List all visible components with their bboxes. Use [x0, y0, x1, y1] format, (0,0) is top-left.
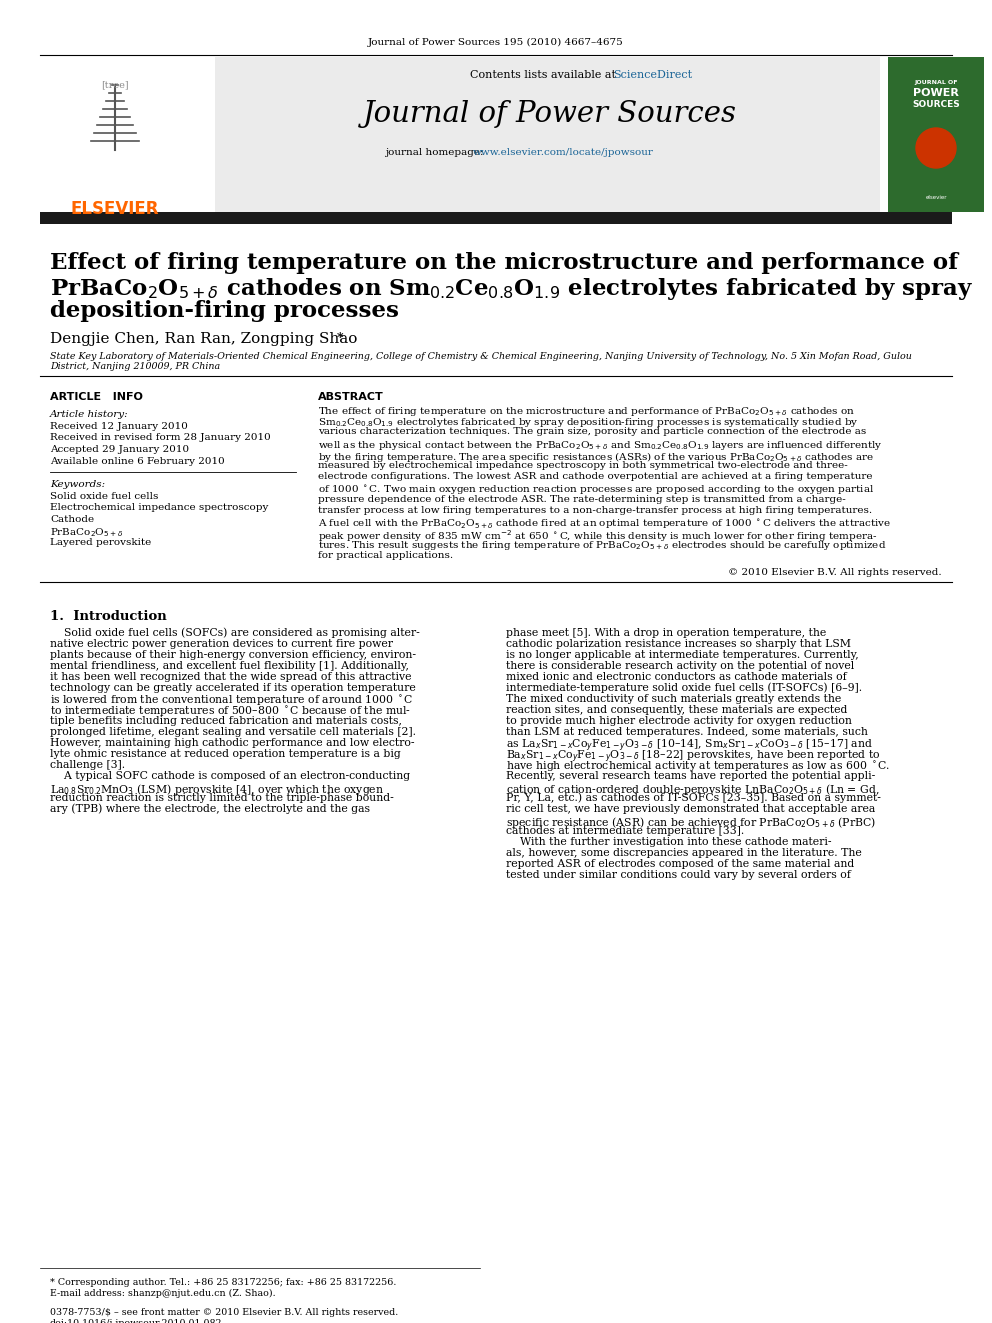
- Text: for practical applications.: for practical applications.: [318, 550, 453, 560]
- Text: journal homepage:: journal homepage:: [385, 148, 487, 157]
- Text: well as the physical contact between the PrBaCo$_2$O$_{5+\delta}$ and Sm$_{0.2}$: well as the physical contact between the…: [318, 439, 882, 451]
- Text: ary (TPB) where the electrode, the electrolyte and the gas: ary (TPB) where the electrode, the elect…: [50, 804, 370, 815]
- Text: * Corresponding author. Tel.: +86 25 83172256; fax: +86 25 83172256.: * Corresponding author. Tel.: +86 25 831…: [50, 1278, 397, 1287]
- Text: La$_{0.8}$Sr$_{0.2}$MnO$_3$ (LSM) perovskite [4], over which the oxygen: La$_{0.8}$Sr$_{0.2}$MnO$_3$ (LSM) perovs…: [50, 782, 384, 796]
- Text: cation of cation-ordered double-perovskite LnBaCo$_2$O$_{5+\delta}$ (Ln = Gd,: cation of cation-ordered double-perovski…: [506, 782, 880, 796]
- Text: electrode configurations. The lowest ASR and cathode overpotential are achieved : electrode configurations. The lowest ASR…: [318, 472, 873, 482]
- Text: ARTICLE   INFO: ARTICLE INFO: [50, 392, 143, 402]
- Text: ScienceDirect: ScienceDirect: [613, 70, 692, 79]
- Text: Recently, several research teams have reported the potential appli-: Recently, several research teams have re…: [506, 771, 875, 781]
- Bar: [40, 212, 952, 224]
- Text: Available online 6 February 2010: Available online 6 February 2010: [50, 456, 225, 466]
- Text: tested under similar conditions could vary by several orders of: tested under similar conditions could va…: [506, 869, 851, 880]
- Text: of 1000 $^\circ$C. Two main oxygen reduction reaction processes are proposed acc: of 1000 $^\circ$C. Two main oxygen reduc…: [318, 483, 874, 497]
- Text: Layered perovskite: Layered perovskite: [50, 538, 151, 546]
- Text: various characterization techniques. The grain size, porosity and particle conne: various characterization techniques. The…: [318, 427, 866, 437]
- Text: JOURNAL OF: JOURNAL OF: [915, 79, 957, 85]
- Text: However, maintaining high cathodic performance and low electro-: However, maintaining high cathodic perfo…: [50, 738, 415, 747]
- Text: Article history:: Article history:: [50, 410, 129, 419]
- Text: transfer process at low firing temperatures to a non-charge-transfer process at : transfer process at low firing temperatu…: [318, 505, 872, 515]
- Text: Cathode: Cathode: [50, 515, 94, 524]
- Text: SOURCES: SOURCES: [912, 101, 960, 108]
- Text: reported ASR of electrodes composed of the same material and: reported ASR of electrodes composed of t…: [506, 859, 854, 869]
- Text: as La$_x$Sr$_{1-x}$Co$_y$Fe$_{1-y}$O$_{3-\delta}$ [10–14], Sm$_x$Sr$_{1-x}$CoO$_: as La$_x$Sr$_{1-x}$Co$_y$Fe$_{1-y}$O$_{3…: [506, 738, 873, 754]
- Text: reaction sites, and consequently, these materials are expected: reaction sites, and consequently, these …: [506, 705, 847, 714]
- Text: The mixed conductivity of such materials greatly extends the: The mixed conductivity of such materials…: [506, 693, 841, 704]
- Text: peak power density of 835 mW cm$^{-2}$ at 650 $^\circ$C, while this density is m: peak power density of 835 mW cm$^{-2}$ a…: [318, 528, 878, 544]
- Bar: [215, 57, 880, 216]
- Text: POWER: POWER: [913, 89, 959, 98]
- Text: doi:10.1016/j.jpowsour.2010.01.082: doi:10.1016/j.jpowsour.2010.01.082: [50, 1319, 222, 1323]
- Text: Pr, Y, La, etc.) as cathodes of IT-SOFCs [23–35]. Based on a symmet-: Pr, Y, La, etc.) as cathodes of IT-SOFCs…: [506, 792, 881, 803]
- Text: Accepted 29 January 2010: Accepted 29 January 2010: [50, 445, 189, 454]
- Text: deposition-firing processes: deposition-firing processes: [50, 300, 399, 321]
- Text: Effect of firing temperature on the microstructure and performance of: Effect of firing temperature on the micr…: [50, 251, 958, 274]
- Text: there is considerable research activity on the potential of novel: there is considerable research activity …: [506, 660, 854, 671]
- Text: © 2010 Elsevier B.V. All rights reserved.: © 2010 Elsevier B.V. All rights reserved…: [728, 568, 942, 577]
- Text: Received in revised form 28 January 2010: Received in revised form 28 January 2010: [50, 434, 271, 442]
- Text: cathodic polarization resistance increases so sharply that LSM: cathodic polarization resistance increas…: [506, 639, 851, 648]
- Text: to provide much higher electrode activity for oxygen reduction: to provide much higher electrode activit…: [506, 716, 852, 726]
- Text: pressure dependence of the electrode ASR. The rate-determining step is transmitt: pressure dependence of the electrode ASR…: [318, 495, 846, 504]
- Text: challenge [3].: challenge [3].: [50, 759, 125, 770]
- Text: ABSTRACT: ABSTRACT: [318, 392, 384, 402]
- Text: PrBaCo$_2$O$_{5+\delta}$ cathodes on Sm$_{0.2}$Ce$_{0.8}$O$_{1.9}$ electrolytes : PrBaCo$_2$O$_{5+\delta}$ cathodes on Sm$…: [50, 277, 973, 302]
- Text: by the firing temperature. The area specific resistances (ASRs) of the various P: by the firing temperature. The area spec…: [318, 450, 874, 464]
- Circle shape: [916, 128, 956, 168]
- Text: ric cell test, we have previously demonstrated that acceptable area: ric cell test, we have previously demons…: [506, 804, 875, 814]
- Text: tures. This result suggests the firing temperature of PrBaCo$_2$O$_{5+\delta}$ e: tures. This result suggests the firing t…: [318, 540, 886, 553]
- Text: it has been well recognized that the wide spread of this attractive: it has been well recognized that the wid…: [50, 672, 412, 681]
- Text: have high electrochemical activity at temperatures as low as 600 $^\circ$C.: have high electrochemical activity at te…: [506, 759, 890, 774]
- Text: is lowered from the conventional temperature of around 1000 $^\circ$C: is lowered from the conventional tempera…: [50, 693, 414, 708]
- Text: ELSEVIER: ELSEVIER: [70, 200, 160, 218]
- Text: Contents lists available at: Contents lists available at: [470, 70, 619, 79]
- Text: 1.  Introduction: 1. Introduction: [50, 610, 167, 623]
- Bar: [888, 57, 984, 212]
- Text: Received 12 January 2010: Received 12 January 2010: [50, 422, 187, 431]
- Text: measured by electrochemical impedance spectroscopy in both symmetrical two-elect: measured by electrochemical impedance sp…: [318, 460, 848, 470]
- Text: phase meet [5]. With a drop in operation temperature, the: phase meet [5]. With a drop in operation…: [506, 628, 826, 638]
- Text: is no longer applicable at intermediate temperatures. Currently,: is no longer applicable at intermediate …: [506, 650, 859, 660]
- Text: A fuel cell with the PrBaCo$_2$O$_{5+\delta}$ cathode fired at an optimal temper: A fuel cell with the PrBaCo$_2$O$_{5+\de…: [318, 517, 891, 531]
- Text: prolonged lifetime, elegant sealing and versatile cell materials [2].: prolonged lifetime, elegant sealing and …: [50, 726, 416, 737]
- Text: plants because of their high-energy conversion efficiency, environ-: plants because of their high-energy conv…: [50, 650, 416, 660]
- Text: lyte ohmic resistance at reduced operation temperature is a big: lyte ohmic resistance at reduced operati…: [50, 749, 401, 759]
- Text: www.elsevier.com/locate/jpowsour: www.elsevier.com/locate/jpowsour: [473, 148, 654, 157]
- Text: A typical SOFC cathode is composed of an electron-conducting: A typical SOFC cathode is composed of an…: [50, 771, 410, 781]
- Text: mixed ionic and electronic conductors as cathode materials of: mixed ionic and electronic conductors as…: [506, 672, 847, 681]
- Text: mental friendliness, and excellent fuel flexibility [1]. Additionally,: mental friendliness, and excellent fuel …: [50, 660, 409, 671]
- Text: than LSM at reduced temperatures. Indeed, some materials, such: than LSM at reduced temperatures. Indeed…: [506, 726, 868, 737]
- Text: cathodes at intermediate temperature [33].: cathodes at intermediate temperature [33…: [506, 826, 744, 836]
- Text: specific resistance (ASR) can be achieved for PrBaCo$_2$O$_{5+\delta}$ (PrBC): specific resistance (ASR) can be achieve…: [506, 815, 876, 830]
- Text: intermediate-temperature solid oxide fuel cells (IT-SOFCs) [6–9].: intermediate-temperature solid oxide fue…: [506, 683, 862, 693]
- Text: PrBaCo$_2$O$_{5+\delta}$: PrBaCo$_2$O$_{5+\delta}$: [50, 527, 123, 540]
- Text: With the further investigation into these cathode materi-: With the further investigation into thes…: [506, 837, 831, 847]
- Text: technology can be greatly accelerated if its operation temperature: technology can be greatly accelerated if…: [50, 683, 416, 693]
- Text: E-mail address: shanzp@njut.edu.cn (Z. Shao).: E-mail address: shanzp@njut.edu.cn (Z. S…: [50, 1289, 276, 1298]
- Text: Solid oxide fuel cells (SOFCs) are considered as promising alter-: Solid oxide fuel cells (SOFCs) are consi…: [50, 628, 420, 639]
- Text: State Key Laboratory of Materials-Oriented Chemical Engineering, College of Chem: State Key Laboratory of Materials-Orient…: [50, 352, 912, 361]
- Text: 0378-7753/$ – see front matter © 2010 Elsevier B.V. All rights reserved.: 0378-7753/$ – see front matter © 2010 El…: [50, 1308, 398, 1316]
- Text: Ba$_x$Sr$_{1-x}$Co$_y$Fe$_{1-y}$O$_{3-\delta}$ [18–22] perovskites, have been re: Ba$_x$Sr$_{1-x}$Co$_y$Fe$_{1-y}$O$_{3-\d…: [506, 749, 881, 765]
- Text: [tree]: [tree]: [101, 79, 129, 89]
- Text: to intermediate temperatures of 500–800 $^\circ$C because of the mul-: to intermediate temperatures of 500–800 …: [50, 705, 411, 718]
- Text: als, however, some discrepancies appeared in the literature. The: als, however, some discrepancies appeare…: [506, 848, 862, 857]
- Text: Sm$_{0.2}$Ce$_{0.8}$O$_{1.9}$ electrolytes fabricated by spray deposition-firing: Sm$_{0.2}$Ce$_{0.8}$O$_{1.9}$ electrolyt…: [318, 417, 858, 429]
- Text: The effect of firing temperature on the microstructure and performance of PrBaCo: The effect of firing temperature on the …: [318, 405, 855, 418]
- Text: tiple benefits including reduced fabrication and materials costs,: tiple benefits including reduced fabrica…: [50, 716, 402, 726]
- Text: Journal of Power Sources 195 (2010) 4667–4675: Journal of Power Sources 195 (2010) 4667…: [368, 38, 624, 48]
- Text: elsevier: elsevier: [926, 194, 946, 200]
- Text: Electrochemical impedance spectroscopy: Electrochemical impedance spectroscopy: [50, 504, 269, 512]
- Text: Solid oxide fuel cells: Solid oxide fuel cells: [50, 492, 159, 501]
- Text: Keywords:: Keywords:: [50, 480, 105, 490]
- Text: District, Nanjing 210009, PR China: District, Nanjing 210009, PR China: [50, 363, 220, 370]
- Text: Dengjie Chen, Ran Ran, Zongping Shao: Dengjie Chen, Ran Ran, Zongping Shao: [50, 332, 357, 347]
- Text: *: *: [337, 332, 343, 345]
- Text: native electric power generation devices to current fire power: native electric power generation devices…: [50, 639, 393, 648]
- Bar: [45, 57, 200, 205]
- Text: Journal of Power Sources: Journal of Power Sources: [363, 101, 737, 128]
- Text: reduction reaction is strictly limited to the triple-phase bound-: reduction reaction is strictly limited t…: [50, 792, 394, 803]
